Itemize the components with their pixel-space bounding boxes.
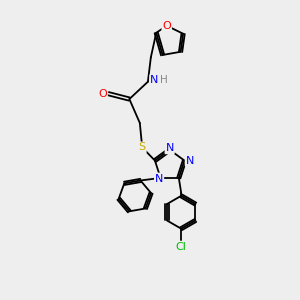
Text: Cl: Cl	[176, 242, 187, 252]
Text: N: N	[166, 143, 174, 153]
Text: S: S	[139, 142, 146, 152]
Text: O: O	[162, 21, 171, 31]
Text: O: O	[98, 89, 107, 99]
Text: N: N	[186, 156, 194, 166]
Text: H: H	[160, 75, 167, 85]
Text: N: N	[155, 173, 163, 184]
Text: N: N	[150, 75, 159, 85]
